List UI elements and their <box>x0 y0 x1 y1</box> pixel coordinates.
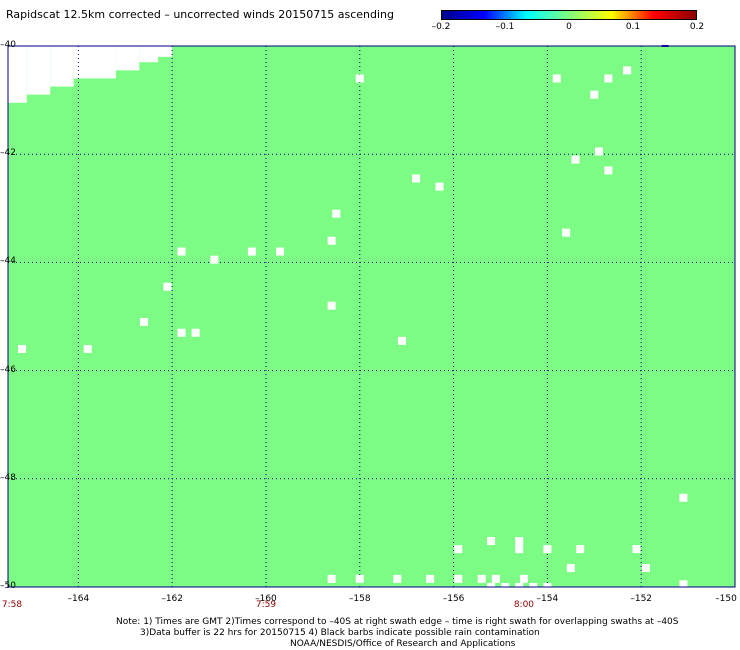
figure-title: Rapidscat 12.5km corrected – uncorrected… <box>6 8 395 21</box>
no-data-corner <box>8 46 173 103</box>
no-data-cell <box>515 545 524 554</box>
no-data-cell <box>679 493 688 502</box>
no-data-corner-step <box>50 46 74 87</box>
no-data-cell <box>18 344 27 353</box>
no-data-cell <box>623 66 632 75</box>
no-data-corner-step <box>8 46 27 103</box>
no-data-cell <box>271 591 280 600</box>
no-data-cell <box>454 574 463 583</box>
time-label: 7:59 <box>255 600 277 610</box>
no-data-cell <box>543 545 552 554</box>
color-scale-tick: 0 <box>566 22 572 32</box>
no-data-cell <box>651 591 660 600</box>
no-data-cell <box>604 166 613 175</box>
color-scale-bar <box>441 10 697 20</box>
no-data-cell <box>247 247 256 256</box>
no-data-cells <box>18 66 688 600</box>
no-data-cell <box>163 282 172 291</box>
longitude-label: –164 <box>67 594 90 604</box>
no-data-cell <box>426 574 435 583</box>
color-scale-tick: 0.1 <box>625 22 641 32</box>
latitude-label: –42 <box>0 148 16 159</box>
map-frame <box>7 45 736 588</box>
longitude-label: –150 <box>715 594 737 604</box>
no-data-cell <box>552 74 561 83</box>
longitude-label: –154 <box>536 594 559 604</box>
no-data-cell <box>491 574 500 583</box>
no-data-cell <box>355 74 364 83</box>
no-data-cell <box>322 591 331 600</box>
no-data-cell <box>83 344 92 353</box>
no-data-cell <box>332 209 341 218</box>
time-label: 7:58 <box>1 600 23 610</box>
no-data-cell <box>412 174 421 183</box>
no-data-cell <box>613 591 622 600</box>
no-data-cell <box>210 255 219 264</box>
longitude-label: –162 <box>161 594 183 604</box>
no-data-cell <box>594 147 603 156</box>
no-data-cell <box>632 591 641 600</box>
no-data-cell <box>454 545 463 554</box>
no-data-cell <box>177 247 186 256</box>
no-data-corner-step <box>158 46 173 55</box>
no-data-cell <box>140 317 149 326</box>
no-data-cell <box>177 328 186 337</box>
color-scale-tick: –0.2 <box>431 22 451 32</box>
note-line-2: 3)Data buffer is 22 hrs for 20150715 4) … <box>140 628 540 638</box>
no-data-cell <box>604 74 613 83</box>
no-data-cell <box>571 155 580 164</box>
no-data-cell <box>276 247 285 256</box>
note-line-3: NOAA/NESDIS/Office of Research and Appli… <box>290 639 516 649</box>
no-data-cell <box>290 591 299 600</box>
latitude-label: –50 <box>0 581 16 591</box>
no-data-cell <box>562 228 571 237</box>
no-data-cell <box>566 564 575 573</box>
no-data-cell <box>355 574 364 583</box>
map-background <box>8 46 735 587</box>
no-data-corner-step <box>139 46 159 63</box>
longitude-label: –156 <box>442 594 465 604</box>
no-data-cell <box>477 574 486 583</box>
no-data-cell <box>327 301 336 310</box>
no-data-cell <box>191 328 200 337</box>
longitude-label: –152 <box>630 594 653 604</box>
latitude-label: –40 <box>0 40 16 50</box>
no-data-cell <box>632 545 641 554</box>
no-data-cell <box>487 537 496 546</box>
latitude-label: –46 <box>0 364 16 375</box>
no-data-cell <box>435 182 444 191</box>
no-data-cell <box>308 591 317 600</box>
longitude-label: –158 <box>348 594 371 604</box>
no-data-cell <box>327 574 336 583</box>
no-data-cell <box>641 564 650 573</box>
note-line-1: Note: 1) Times are GMT 2)Times correspon… <box>116 617 679 627</box>
no-data-corner-step <box>115 46 140 71</box>
color-scale-tick: 0.2 <box>689 22 705 32</box>
no-data-cell <box>519 574 528 583</box>
longitude-label: –160 <box>255 594 277 604</box>
time-label: 8:00 <box>513 600 535 610</box>
no-data-cell <box>327 236 336 245</box>
no-data-cell <box>397 336 406 345</box>
no-data-cell <box>590 90 599 99</box>
latitude-label: –44 <box>0 256 16 267</box>
no-data-corner-step <box>73 46 116 79</box>
color-scale-tick: –0.1 <box>495 22 515 32</box>
no-data-cell <box>515 537 524 546</box>
no-data-cell <box>679 580 688 589</box>
no-data-cell <box>393 574 402 583</box>
no-data-cell <box>576 545 585 554</box>
no-data-corner-step <box>26 46 51 95</box>
latitude-label: –48 <box>0 472 16 483</box>
